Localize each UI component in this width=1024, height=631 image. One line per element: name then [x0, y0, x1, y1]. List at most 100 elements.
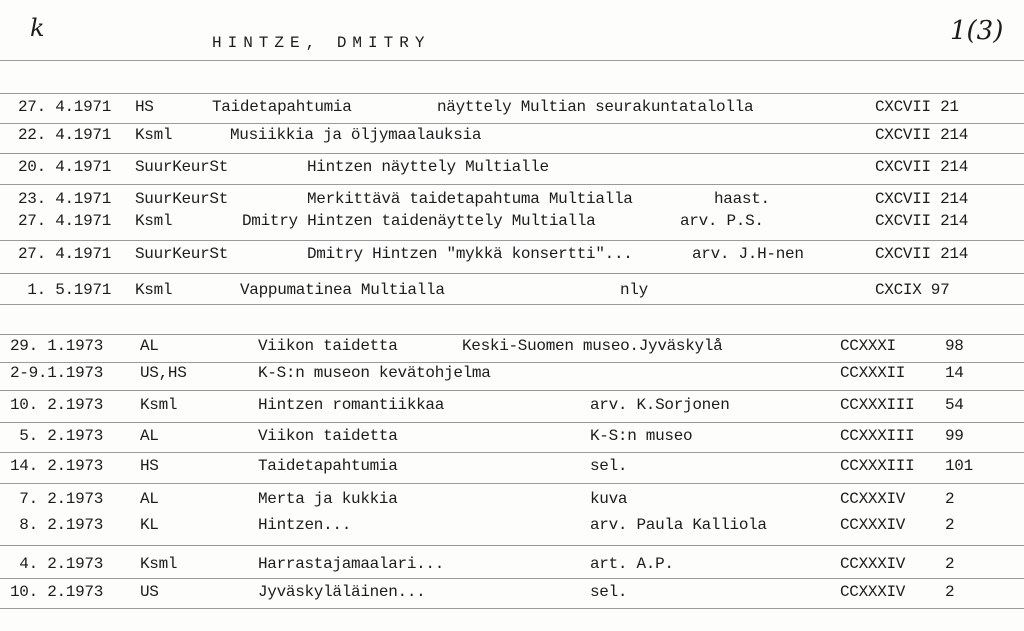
entry-title: Dmitry Hintzen "mykkä konsertti"...: [307, 245, 633, 263]
entry-reference: CCXXXIV: [840, 583, 906, 601]
entry-source: AL: [140, 427, 159, 445]
entry-source: Ksml: [135, 281, 173, 299]
entry-note: arv. J.H-nen: [692, 245, 804, 263]
entry-source: Ksml: [135, 126, 173, 144]
entry-reference: CCXXXIV: [840, 490, 906, 508]
entry-source: AL: [140, 490, 159, 508]
entry-reference: CCXXXIII: [840, 457, 915, 475]
ruled-line: [0, 608, 1024, 609]
ruled-line: [0, 273, 1024, 274]
ruled-line: [0, 362, 1024, 363]
entry-reference: CXCVII 214: [875, 245, 969, 263]
ruled-line: [0, 452, 1024, 453]
entry-title: Harrastajamaalari...: [258, 555, 445, 573]
entry-source: SuurKeurSt: [135, 190, 229, 208]
entry-note: arv. P.S.: [680, 212, 764, 230]
ruled-line: [0, 422, 1024, 423]
entry-reference: CCXXXIII: [840, 396, 915, 414]
entry-title: Viikon taidetta: [258, 427, 398, 445]
entry-reference: CXCVII 214: [875, 126, 969, 144]
entry-note: arv. K.Sorjonen: [590, 396, 730, 414]
entry-source: Ksml: [140, 396, 178, 414]
entry-page: 99: [945, 427, 964, 445]
entry-title: Hintzen...: [258, 516, 352, 534]
entry-note: K-S:n museo: [590, 427, 693, 445]
ruled-line: [0, 483, 1024, 484]
ruled-line: [0, 184, 1024, 185]
entry-source: SuurKeurSt: [135, 245, 229, 263]
entry-title: Viikon taidetta: [258, 337, 398, 355]
entry-source: US,HS: [140, 364, 187, 382]
ruled-line: [0, 304, 1024, 305]
entry-page: 2: [945, 516, 955, 534]
ruled-line: [0, 240, 1024, 241]
entry-reference: CCXXXIV: [840, 555, 906, 573]
entry-date: 7. 2.1973: [10, 490, 104, 508]
entry-title: Musiikkia ja öljymaalauksia: [230, 126, 482, 144]
entry-title: Merta ja kukkia: [258, 490, 398, 508]
entry-note: art. A.P.: [590, 555, 674, 573]
entry-reference: CXCVII 214: [875, 212, 969, 230]
entry-title: Hintzen romantiikkaa: [258, 396, 445, 414]
entry-title: Jyväskyläläinen...: [258, 583, 426, 601]
entry-source: HS: [135, 98, 154, 116]
entry-date: 2-9.1.1973: [10, 364, 104, 382]
entry-date: 8. 2.1973: [10, 516, 104, 534]
entry-date: 23. 4.1971: [18, 190, 112, 208]
entry-date: 5. 2.1973: [10, 427, 104, 445]
entry-source: US: [140, 583, 159, 601]
handwritten-corner-mark: k: [30, 14, 45, 42]
entry-note: arv. Paula Kalliola: [590, 516, 767, 534]
ruled-line: [0, 123, 1024, 124]
entry-date: 10. 2.1973: [10, 583, 104, 601]
ruled-line: [0, 390, 1024, 391]
entry-reference: CCXXXI: [840, 337, 896, 355]
ruled-line: [0, 60, 1024, 61]
entry-reference: CCXXXII: [840, 364, 906, 382]
card-title-name: HINTZE, DMITRY: [212, 34, 431, 52]
entry-reference: CXCVII 214: [875, 190, 969, 208]
entry-date: 4. 2.1973: [10, 555, 104, 573]
entry-page: 2: [945, 555, 955, 573]
entry-source: HS: [140, 457, 159, 475]
ruled-line: [0, 153, 1024, 154]
entry-title: Taidetapahtumia: [258, 457, 398, 475]
entry-source: AL: [140, 337, 159, 355]
handwritten-card-number: 1(3): [950, 16, 1004, 46]
entry-note: nly: [620, 281, 648, 299]
entry-reference: CCXXXIV: [840, 516, 906, 534]
entry-note: kuva: [590, 490, 628, 508]
entry-source: SuurKeurSt: [135, 158, 229, 176]
ruled-line: [0, 545, 1024, 546]
entry-page: 2: [945, 490, 955, 508]
entry-date: 27. 4.1971: [18, 245, 112, 263]
entry-note: haast.: [714, 190, 770, 208]
entry-date: 22. 4.1971: [18, 126, 112, 144]
entry-title: Taidetapahtumia: [212, 98, 352, 116]
entry-title: Vappumatinea Multialla: [240, 281, 445, 299]
ruled-line: [0, 334, 1024, 335]
entry-source: Ksml: [135, 212, 173, 230]
entry-title: Dmitry Hintzen taidenäyttely Multialla: [242, 212, 596, 230]
entry-date: 29. 1.1973: [10, 337, 104, 355]
entry-date: 1. 5.1971: [18, 281, 112, 299]
entry-note: näyttely Multian seurakuntatalolla: [437, 98, 754, 116]
entry-reference: CXCVII 214: [875, 158, 969, 176]
entry-date: 14. 2.1973: [10, 457, 104, 475]
entry-note: Keski-Suomen museo.Jyväskylå: [462, 337, 723, 355]
entry-title: K-S:n museon kevätohjelma: [258, 364, 491, 382]
entry-page: 14: [945, 364, 964, 382]
entry-source: KL: [140, 516, 159, 534]
entry-reference: CXCVII 21: [875, 98, 959, 116]
entry-reference: CXCIX 97: [875, 281, 950, 299]
entry-title: Hintzen näyttely Multialle: [307, 158, 549, 176]
entry-title: Merkittävä taidetapahtuma Multialla: [307, 190, 633, 208]
entry-page: 98: [945, 337, 964, 355]
entry-date: 20. 4.1971: [18, 158, 112, 176]
entry-page: 54: [945, 396, 964, 414]
ruled-line: [0, 93, 1024, 94]
entry-note: sel.: [590, 583, 628, 601]
entry-date: 27. 4.1971: [18, 212, 112, 230]
entry-page: 101: [945, 457, 973, 475]
entry-page: 2: [945, 583, 955, 601]
